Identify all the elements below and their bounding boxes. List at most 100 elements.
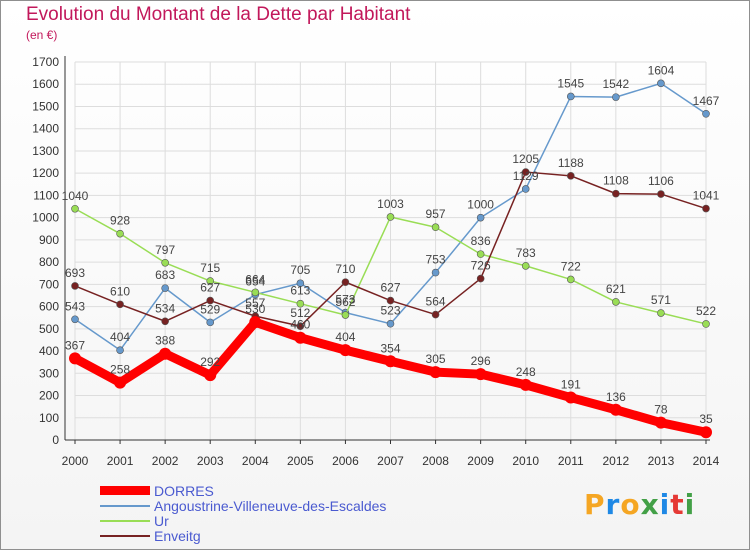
x-tick-label: 2009 [467,454,494,468]
data-label: 1041 [693,189,720,203]
data-point [700,426,712,439]
data-label: 627 [380,281,400,295]
legend-item: Ur [100,512,386,529]
y-tick-label: 300 [39,366,59,380]
data-label: 404 [335,330,355,344]
logo-letter: i [659,488,671,521]
data-point [114,376,127,389]
data-point [341,278,350,286]
x-tick-label: 2003 [197,454,224,468]
legend: DORRES Angoustrine-Villeneuve-des-Escalde… [100,482,386,544]
y-tick-label: 600 [39,300,59,314]
data-point [431,268,440,277]
data-label: 654 [245,275,265,289]
x-tick-label: 2013 [648,454,675,468]
x-tick-label: 2001 [107,454,134,468]
data-point [521,262,530,270]
data-label: 621 [606,282,626,296]
data-label: 248 [516,365,536,379]
data-point [249,316,262,329]
data-point [702,110,710,118]
logo-letter: P [584,488,606,521]
data-label: 292 [200,355,220,369]
data-label: 136 [606,390,626,404]
x-tick-label: 2014 [693,454,720,468]
x-tick-label: 2002 [152,454,179,468]
data-label: 1542 [603,77,630,91]
series-angoustrine-villeneuve-des-escaldes [71,79,710,354]
data-label: 1467 [693,94,720,108]
data-point [519,378,532,391]
chart-title: Evolution du Montant de la Dette par Hab… [26,4,411,25]
data-point [71,282,79,290]
data-label: 573 [335,293,355,307]
data-point [116,300,124,309]
unit-label: (en €) [26,28,58,42]
data-point [612,93,620,101]
data-label: 1129 [513,169,539,183]
data-label: 522 [696,304,716,318]
legend-item: DORRES [100,482,386,499]
data-point [294,331,307,344]
logo-letter: t [670,488,685,521]
data-label: 530 [245,302,265,316]
data-point [431,223,440,232]
y-tick-label: 1600 [32,77,59,91]
data-label: 1604 [648,63,675,77]
data-label: 1040 [62,189,89,203]
data-label: 367 [65,338,85,352]
series-enveitg [71,168,710,330]
legend-item: Enveitg [100,528,386,544]
data-label: 797 [155,243,175,257]
data-point [476,274,485,283]
data-point [702,204,710,213]
y-tick-label: 200 [39,389,59,403]
data-label: 35 [699,412,713,426]
data-label: 957 [426,207,446,221]
data-point [612,298,620,306]
data-point [564,391,577,404]
logo-letter: r [605,488,621,521]
y-tick-label: 1400 [32,122,59,136]
x-tick-label: 2004 [242,454,269,468]
data-point [657,190,665,198]
data-label: 78 [654,403,668,417]
y-tick-label: 1000 [32,211,59,225]
x-tick-label: 2011 [558,454,584,468]
x-tick-label: 2005 [287,454,314,468]
x-tick-label: 2000 [62,454,89,468]
data-point [206,318,215,327]
data-label: 512 [290,306,310,320]
data-point [657,309,665,317]
y-tick-label: 100 [39,411,59,425]
data-label: 191 [561,378,581,392]
x-tick-label: 2006 [332,454,359,468]
x-tick-label: 2008 [422,454,449,468]
data-point [474,368,487,381]
y-tick-label: 1500 [32,99,59,113]
data-point [116,346,124,354]
y-tick-label: 400 [39,344,59,358]
data-point [71,315,79,324]
data-point [69,352,81,365]
data-label: 613 [290,284,310,298]
legend-label: DORRES [154,482,214,499]
data-point [654,416,667,429]
data-point [71,204,79,213]
data-label: 562 [335,295,355,309]
y-tick-label: 700 [39,277,59,291]
x-tick-label: 2007 [377,454,404,468]
y-tick-label: 500 [39,322,59,336]
data-point [206,277,215,285]
data-label: 627 [200,281,220,295]
legend-label: Ur [154,512,169,529]
data-point [476,213,485,222]
data-point [431,310,440,319]
data-point [386,296,395,305]
data-point [521,168,530,176]
data-point [296,322,305,330]
logo-letter: i [684,488,696,521]
data-label: 543 [65,299,85,313]
